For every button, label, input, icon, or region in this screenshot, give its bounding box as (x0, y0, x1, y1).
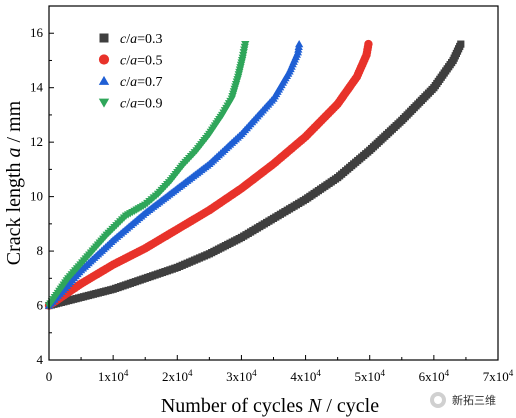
x-tick-label: 6x104 (419, 368, 450, 384)
x-tick-label: 4x104 (290, 368, 321, 384)
x-axis-title: Number of cycles N / cycle (161, 395, 379, 417)
legend: c/a=0.3 c/a=0.5 c/a=0.7 c/a=0.9 (98, 32, 163, 112)
x-tick-label: 7x104 (483, 368, 514, 384)
x-tick-labels: 0 1x104 2x104 3x104 4x104 5x104 6x104 7x104 (46, 368, 514, 384)
legend-marker (98, 75, 110, 85)
legend-label: c/a=0.9 (120, 97, 163, 112)
data-point (457, 40, 465, 48)
y-tick-label: 6 (37, 298, 44, 313)
legend-marker (99, 33, 109, 43)
data-series (44, 39, 465, 310)
legend-item: c/a=0.5 (98, 54, 163, 69)
y-tick-label: 14 (30, 80, 44, 95)
y-tick-label: 4 (37, 352, 44, 367)
legend-label: c/a=0.3 (120, 32, 163, 47)
series-4 (44, 41, 250, 310)
y-tick-label: 8 (37, 243, 44, 258)
y-tick-label: 12 (30, 134, 43, 149)
legend-label: c/a=0.7 (120, 75, 163, 90)
x-tick-label: 5x104 (354, 368, 385, 384)
x-tick-label: 3x104 (226, 368, 257, 384)
y-tick-label: 10 (30, 189, 43, 204)
y-tick-labels: 4 6 8 10 12 14 16 (30, 25, 44, 367)
y-tick-label: 16 (30, 25, 44, 40)
data-point (241, 41, 250, 49)
plot-frame (48, 5, 499, 361)
legend-item: c/a=0.9 (98, 97, 163, 112)
legend-label: c/a=0.5 (120, 54, 163, 69)
watermark: 新拓三维 (430, 392, 496, 408)
x-tick-label: 1x104 (98, 368, 129, 384)
x-tick-label: 0 (46, 369, 53, 384)
wechat-logo-icon-inner (434, 396, 442, 404)
x-tick-label: 2x104 (162, 368, 193, 384)
legend-item: c/a=0.7 (98, 75, 163, 90)
y-axis-title: Crack length a / mm (3, 100, 25, 265)
watermark-text: 新拓三维 (452, 393, 496, 407)
legend-marker (98, 54, 110, 65)
series-2 (44, 39, 373, 310)
data-point (295, 39, 304, 48)
series-3 (44, 39, 304, 309)
tick-marks (48, 5, 499, 361)
series-1 (45, 40, 465, 310)
legend-marker (98, 98, 110, 108)
legend-item: c/a=0.3 (99, 32, 163, 47)
data-point (364, 39, 373, 49)
